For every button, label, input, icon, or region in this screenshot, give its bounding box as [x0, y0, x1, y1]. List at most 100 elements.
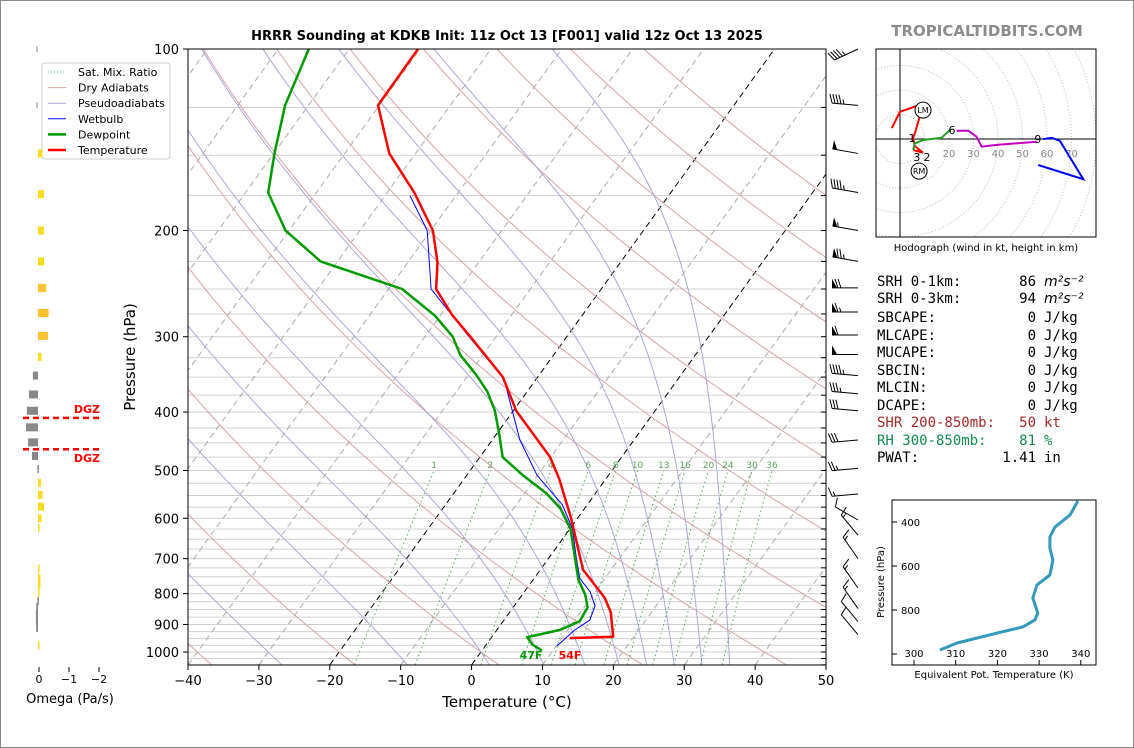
barb-half [844, 535, 849, 541]
x-tick-label: 30 [676, 674, 693, 689]
hodograph-trace [912, 129, 951, 151]
stat-unit: in [1044, 450, 1061, 466]
omega-bar [29, 390, 38, 399]
storm-motion-label: RM [913, 167, 926, 176]
barb-full [834, 302, 839, 313]
stat-unit: % [1044, 433, 1053, 449]
stat-label: MUCAPE: [877, 345, 936, 361]
barb-full [836, 179, 839, 190]
barb-full [835, 94, 839, 104]
stat-row: SHR 200-850mb: 50 kt [877, 415, 1061, 431]
stat-label: SRH 0-1km: [877, 274, 961, 290]
dgz-label: DGZ [74, 403, 100, 416]
omega-bar [26, 423, 38, 432]
x-tick-label: −30 [245, 674, 272, 689]
y-tick-label: 800 [154, 588, 179, 603]
omega-tick-label: −2 [91, 673, 107, 686]
wind-barb [842, 579, 859, 609]
legend-label: Wetbulb [78, 113, 123, 126]
hodograph-frame [875, 48, 1097, 238]
omega-bar [37, 464, 39, 473]
barb-full [834, 278, 839, 289]
wind-barb [832, 217, 859, 232]
barb-full [830, 178, 833, 189]
omega-bar [26, 406, 38, 415]
stat-label: SBCIN: [877, 363, 928, 379]
stat-unit: kt [1044, 415, 1061, 431]
x-tick-label: −10 [387, 674, 414, 689]
mixing-ratio-label: 24 [722, 461, 734, 471]
barb-half [842, 369, 845, 375]
barb-half [837, 222, 839, 228]
barb-full [829, 382, 833, 392]
wind-barb [832, 278, 858, 289]
theta-e-plot [939, 500, 1080, 652]
mixing-ratio-label: 16 [679, 461, 691, 471]
dry-adiabat [349, 49, 826, 460]
skewt-frame [187, 48, 827, 666]
barb-staff [842, 566, 859, 589]
y-axis-label: Pressure (hPa) [121, 303, 139, 411]
wind-barb [832, 140, 859, 154]
barb-full [832, 382, 836, 392]
chart-title: HRRR Sounding at KDKB Init: 11z Oct 13 [… [251, 29, 763, 44]
barb-half [835, 465, 839, 471]
omega-tick-label: 0 [36, 673, 43, 686]
barb-pennant [832, 345, 837, 355]
omega-bar [38, 308, 49, 317]
barb-full [827, 433, 833, 443]
stat-value: 0 [1028, 310, 1036, 326]
dry-adiabat [188, 388, 500, 665]
brand-watermark: TROPICALTIDBITS.COM [891, 22, 1083, 40]
hodograph-trace [956, 129, 1037, 148]
wind-barb [832, 325, 858, 336]
stat-value: 0 [1028, 398, 1036, 414]
hodograph-caption: Hodograph (wind in kt, height in km) [894, 243, 1079, 254]
barb-staff [832, 407, 859, 412]
hodograph-trace [890, 104, 924, 154]
mixing-ratio-label: 13 [658, 461, 669, 471]
y-tick-label: 700 [154, 553, 179, 568]
barb-full [842, 558, 850, 567]
barb-full [832, 50, 841, 58]
hodograph-ring-label: 60 [1041, 149, 1054, 160]
theta-e-x-tick-label: 300 [904, 649, 923, 660]
hodograph-ring-label: 70 [1065, 149, 1078, 160]
mixing-ratio-label: 4 [548, 461, 554, 471]
wind-barb [842, 529, 859, 559]
storm-motion-marker [914, 101, 932, 119]
surface-dewpoint-label: 47F [520, 649, 543, 662]
barb-full [835, 48, 843, 57]
x-tick-label: 50 [818, 674, 835, 689]
hodograph-height-label: 9 [1034, 133, 1041, 146]
barb-full [834, 497, 838, 508]
stat-row: SRH 0-1km: 86 m²s⁻² [877, 274, 1084, 290]
moist-adiabat [188, 572, 283, 665]
omega-bar [38, 257, 44, 266]
barb-staff [835, 506, 859, 521]
barb-staff [832, 467, 859, 472]
barb-half [844, 585, 849, 591]
moist-adiabat [338, 49, 675, 665]
highlighted-isotherm [329, 49, 775, 665]
barb-full [836, 248, 839, 258]
x-tick-label: −20 [316, 674, 343, 689]
barb-full [832, 364, 836, 374]
hodograph: 20 30 40 50 60 70 1 6 9 3 2 LM RM [875, 48, 1097, 238]
barb-staff [840, 614, 859, 636]
stat-row: SBCIN: 0 J/kg [877, 363, 1078, 379]
barb-staff [842, 537, 859, 559]
barb-pennant [832, 248, 838, 258]
wind-barb [827, 48, 859, 61]
barb-full [835, 399, 839, 410]
dry-adiabat [188, 513, 356, 665]
stat-value: 81 [1019, 433, 1036, 449]
barb-full [827, 52, 835, 61]
barb-full [833, 179, 836, 189]
hodograph-plot: 20 30 40 50 60 70 1 6 9 3 2 LM RM [876, 49, 1096, 237]
dry-adiabat [276, 49, 826, 532]
stat-value: 0 [1028, 363, 1036, 379]
omega-bar [38, 149, 43, 158]
wind-barb [827, 461, 859, 472]
hodograph-height-label: 1 [909, 132, 916, 145]
